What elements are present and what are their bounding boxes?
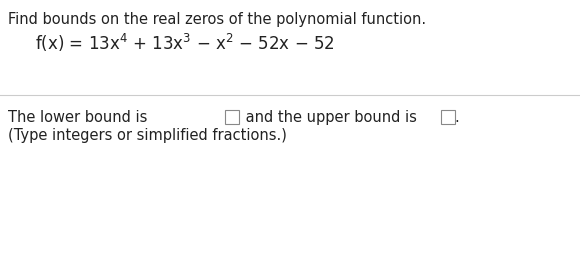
Text: The lower bound is: The lower bound is [8,110,152,125]
Text: .: . [455,110,459,125]
Text: Find bounds on the real zeros of the polynomial function.: Find bounds on the real zeros of the pol… [8,12,426,27]
Bar [441,110,455,124]
Text: and the upper bound is: and the upper bound is [241,110,421,125]
Text: f(x) = 13x$^{4}$ + 13x$^{3}$ − x$^{2}$ − 52x − 52: f(x) = 13x$^{4}$ + 13x$^{3}$ − x$^{2}$ −… [35,32,335,54]
Text: (Type integers or simplified fractions.): (Type integers or simplified fractions.) [8,128,287,143]
Bar [224,110,239,124]
